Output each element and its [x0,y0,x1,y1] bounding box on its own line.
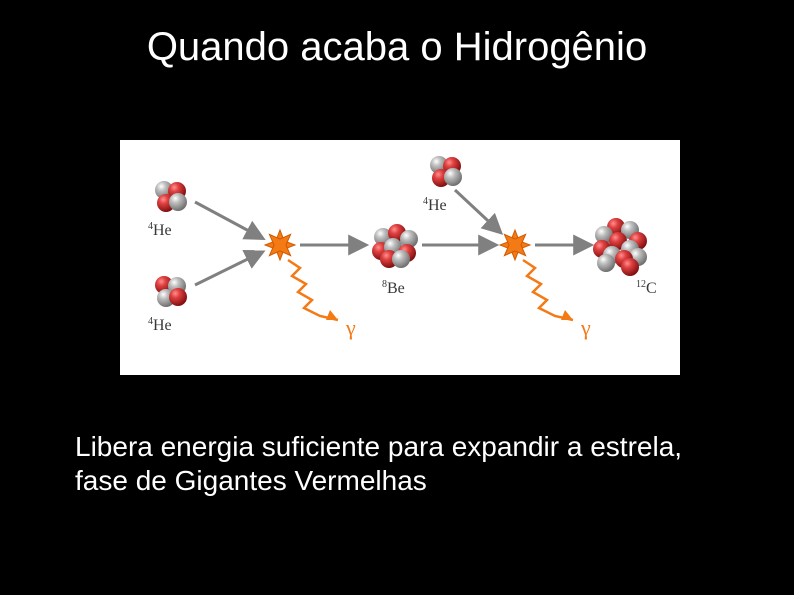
nucleus-label: 4He [148,221,172,239]
fusion-diagram-svg: γ γ 4He 4He [120,140,680,375]
nucleus-be8 [372,224,418,268]
proton-sphere [621,258,639,276]
arrow [195,202,262,238]
nucleus-label: 4He [148,316,172,334]
neutron-sphere [444,168,462,186]
neutron-sphere [169,193,187,211]
nucleus-label: 4He [423,196,447,214]
neutron-sphere [597,254,615,272]
nucleus-he4 [430,156,462,187]
nucleus-label: 12C [636,279,657,297]
slide-caption: Libera energia suficiente para expandir … [75,430,719,497]
fusion-diagram-panel: γ γ 4He 4He [120,140,680,375]
slide: Quando acaba o Hidrogênio [0,0,794,595]
nucleus-he4 [155,181,187,212]
arrow [455,190,500,232]
neutron-sphere [392,250,410,268]
nucleus-c12 [593,218,647,276]
proton-sphere [169,288,187,306]
gamma-ray-2: γ [523,260,591,340]
nucleus-he4 [155,276,187,307]
nucleus-label: 8Be [382,279,405,297]
slide-title: Quando acaba o Hidrogênio [0,25,794,70]
arrow [195,252,262,285]
gamma-label: γ [580,315,591,340]
gamma-label: γ [345,315,356,340]
gamma-ray-1: γ [288,260,356,340]
fusion-burst-1 [259,224,301,266]
